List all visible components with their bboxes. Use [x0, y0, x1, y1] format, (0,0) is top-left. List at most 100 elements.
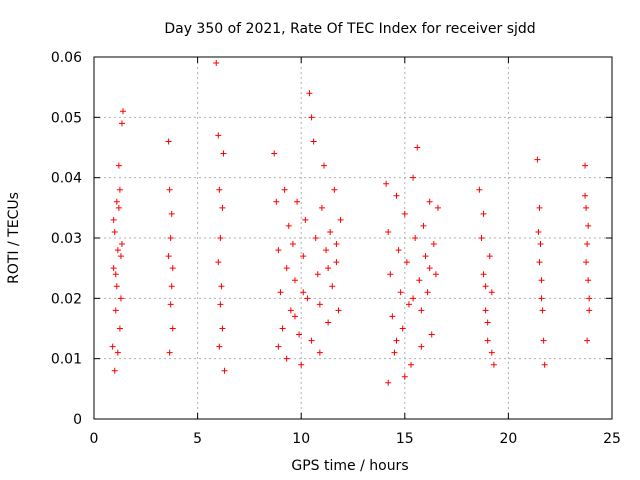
x-tick-labels: 0 5 10 15 20 25	[90, 431, 621, 447]
data-point	[116, 325, 123, 332]
data-point	[219, 325, 226, 332]
data-point	[213, 60, 220, 67]
data-point	[389, 313, 396, 320]
data-point	[221, 367, 228, 374]
data-point	[537, 241, 544, 248]
data-point	[115, 204, 122, 211]
data-point	[585, 222, 592, 229]
data-point	[426, 265, 433, 272]
data-point	[538, 277, 545, 284]
data-point	[117, 295, 124, 302]
data-point	[300, 253, 307, 260]
x-tick-label: 5	[193, 431, 202, 447]
data-point	[283, 265, 290, 272]
data-point	[273, 198, 280, 205]
data-point	[115, 162, 122, 169]
data-point	[215, 132, 222, 139]
data-point	[310, 138, 317, 145]
data-point	[300, 289, 307, 296]
data-point	[316, 349, 323, 356]
chart-title: Day 350 of 2021, Rate Of TEC Index for r…	[164, 21, 535, 37]
data-point	[314, 271, 321, 278]
data-points	[109, 60, 593, 386]
data-point	[120, 108, 127, 115]
x-axis-title: GPS time / hours	[291, 458, 408, 474]
grid-lines	[94, 57, 612, 419]
data-point	[113, 198, 120, 205]
data-point	[289, 241, 296, 248]
data-point	[218, 283, 225, 290]
data-point	[312, 235, 319, 241]
data-point	[410, 174, 417, 181]
data-point	[397, 289, 404, 296]
data-point	[306, 90, 313, 97]
data-point	[109, 343, 116, 350]
x-tick-label: 0	[90, 431, 99, 447]
data-point	[169, 265, 176, 272]
data-point	[434, 204, 441, 211]
data-point	[536, 259, 543, 266]
data-point	[586, 295, 593, 302]
y-axis-title: ROTI / TECUs	[6, 192, 22, 284]
data-point	[541, 361, 548, 368]
data-point	[327, 228, 334, 235]
data-point	[428, 331, 435, 338]
data-point	[432, 271, 439, 278]
data-point	[422, 253, 429, 260]
y-tick-label: 0	[73, 412, 82, 428]
y-tick-label: 0.02	[51, 291, 82, 307]
data-point	[279, 325, 286, 332]
data-point	[275, 247, 282, 254]
data-point	[216, 186, 223, 193]
data-point	[535, 228, 542, 235]
data-point	[329, 283, 336, 290]
data-point	[113, 283, 120, 290]
data-point	[114, 349, 121, 356]
data-point	[294, 198, 301, 205]
data-point	[410, 295, 417, 302]
data-point	[118, 241, 125, 248]
data-point	[430, 241, 437, 248]
data-point	[296, 331, 303, 338]
data-point	[287, 307, 294, 314]
x-tick-label: 10	[292, 431, 310, 447]
data-point	[110, 265, 117, 272]
data-point	[325, 319, 332, 326]
data-point	[536, 204, 543, 211]
x-tick-label: 15	[396, 431, 414, 447]
data-point	[583, 204, 590, 211]
data-point	[391, 349, 398, 356]
data-point	[387, 271, 394, 278]
data-point	[538, 295, 545, 302]
data-point	[476, 186, 483, 193]
data-point	[418, 343, 425, 350]
data-point	[308, 337, 315, 344]
data-point	[275, 343, 282, 350]
data-point	[586, 307, 593, 314]
data-point	[331, 186, 338, 193]
data-point	[165, 253, 172, 260]
data-point	[385, 379, 392, 386]
data-point	[482, 307, 489, 314]
data-point	[114, 247, 121, 254]
data-point	[325, 265, 332, 272]
data-point	[277, 289, 284, 296]
y-tick-label: 0.03	[51, 231, 82, 247]
data-point	[426, 198, 433, 205]
data-point	[583, 259, 590, 266]
y-tick-label: 0.01	[51, 352, 82, 368]
data-point	[395, 247, 402, 254]
data-point	[308, 114, 315, 121]
data-point	[424, 289, 431, 296]
data-point	[166, 349, 173, 356]
data-point	[316, 301, 323, 308]
data-point	[304, 295, 311, 302]
data-point	[480, 210, 487, 217]
data-point	[283, 355, 290, 362]
data-point	[484, 319, 491, 326]
data-point	[405, 301, 412, 308]
data-point	[318, 204, 325, 211]
data-point	[393, 192, 400, 199]
data-point	[488, 289, 495, 296]
